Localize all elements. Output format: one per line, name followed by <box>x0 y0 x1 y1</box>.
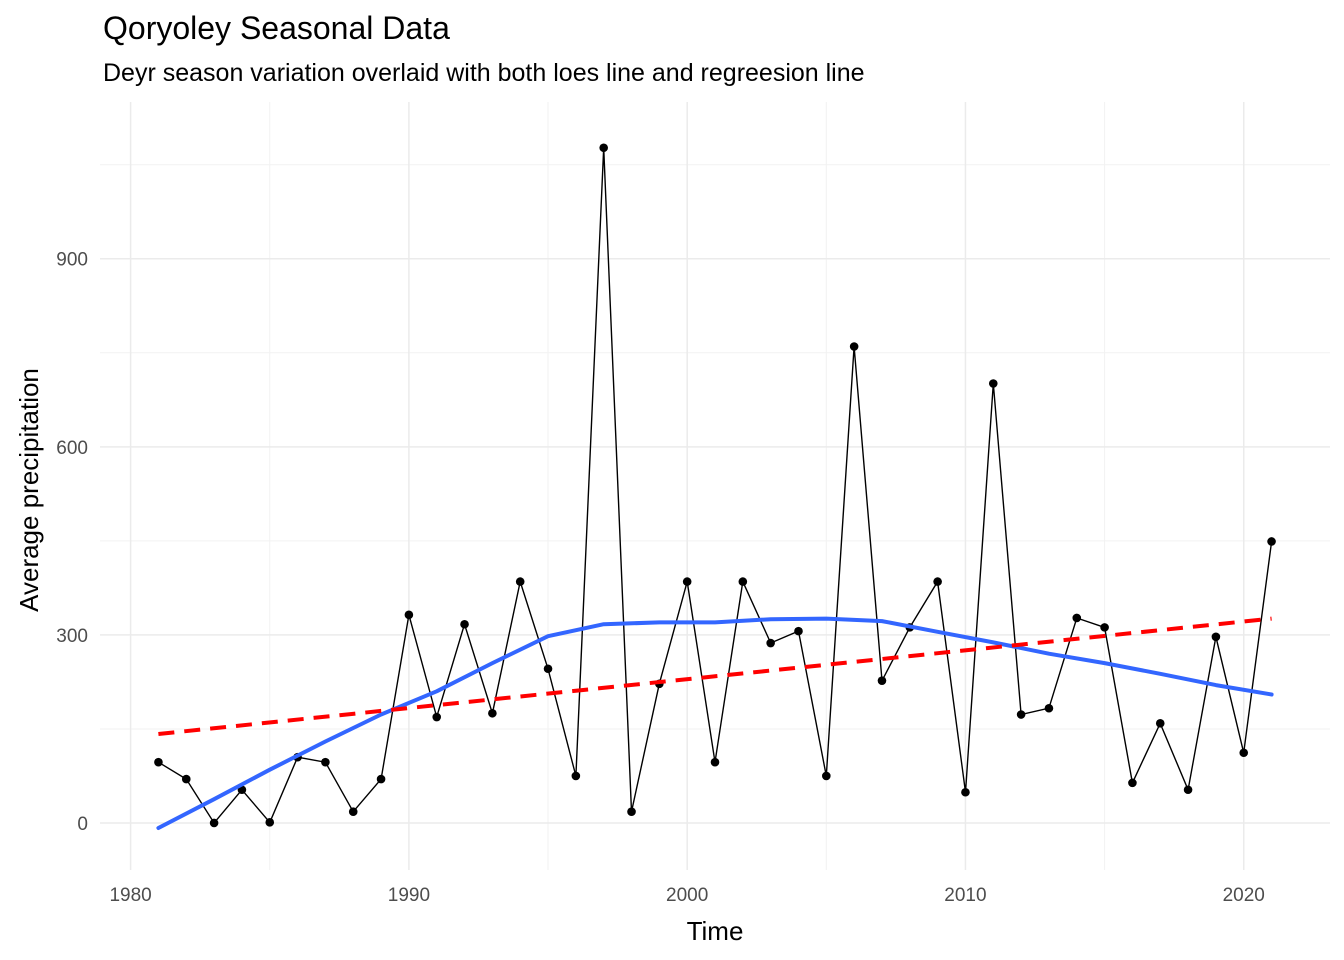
observed-data-point <box>738 577 748 586</box>
observed-data-point <box>1072 613 1082 623</box>
x-tick-label: 1980 <box>109 885 151 906</box>
observed-data-point <box>1100 623 1109 632</box>
observed-data-point <box>404 610 414 620</box>
observed-data-point <box>515 577 525 586</box>
x-tick-label: 2000 <box>666 885 708 906</box>
y-tick-label: 600 <box>56 438 88 459</box>
observed-data-point <box>710 757 720 767</box>
y-tick-label: 300 <box>56 626 88 647</box>
observed-data-point <box>599 143 608 153</box>
observed-data-point <box>348 807 358 816</box>
observed-data-point <box>822 771 831 781</box>
loess-smooth-line <box>156 616 1274 830</box>
observed-data-point <box>460 619 469 629</box>
observed-data-point <box>1044 703 1054 713</box>
observed-data-point <box>1128 778 1137 788</box>
observed-data-point <box>849 342 859 351</box>
observed-data-point <box>988 379 998 388</box>
chart-title: Qoryoley Seasonal Data <box>103 10 450 46</box>
x-tick-label: 2020 <box>1223 885 1265 906</box>
observed-data-point <box>877 676 887 685</box>
grid-layer <box>100 102 1330 870</box>
y-axis-title: Average precipitation <box>14 368 44 612</box>
observed-data-point <box>376 774 386 784</box>
observed-data-point <box>1267 537 1276 546</box>
observed-data-point <box>154 757 163 767</box>
observed-data-point <box>209 818 219 828</box>
observed-data-point <box>961 787 970 797</box>
observed-data-point <box>488 708 497 718</box>
regression-line <box>158 616 1272 736</box>
observed-data-point <box>766 638 775 648</box>
observed-data-point <box>1183 785 1193 795</box>
observed-data-point <box>1155 718 1165 728</box>
x-tick-label: 1990 <box>388 885 430 906</box>
observed-data-point <box>933 577 942 586</box>
observed-data-point <box>432 712 442 722</box>
observed-data-point <box>1016 710 1026 719</box>
observed-data-point <box>1211 632 1221 642</box>
y-tick-label: 900 <box>56 250 88 271</box>
observed-data-point <box>794 626 803 636</box>
observed-data-point <box>321 757 330 767</box>
x-axis-title: Time <box>687 916 744 946</box>
chart-subtitle: Deyr season variation overlaid with both… <box>103 59 865 87</box>
observed-data-point <box>682 577 692 586</box>
observed-data-point <box>627 807 636 816</box>
x-tick-label: 2010 <box>944 885 986 906</box>
observed-data-point <box>1239 748 1249 758</box>
series-layer <box>154 143 1276 830</box>
observed-data-point <box>181 774 191 784</box>
observed-data-point <box>571 771 581 781</box>
axis-layer: 1980 1990 2000 2010 2020 0 300 600 900 <box>56 250 1265 906</box>
y-tick-label: 0 <box>77 814 88 835</box>
observed-data-point <box>543 664 553 674</box>
observed-data-point <box>265 818 275 827</box>
